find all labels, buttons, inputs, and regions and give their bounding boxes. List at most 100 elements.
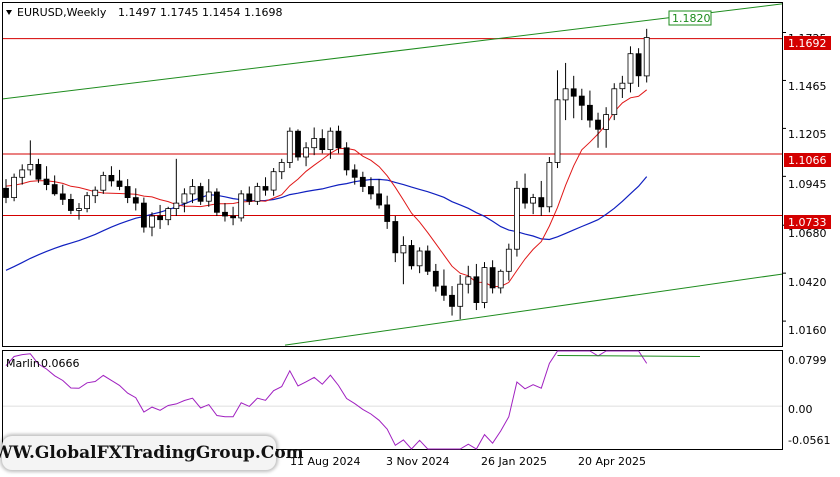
candle-body-bear — [367, 186, 374, 195]
indicator-tick: 0.00 — [788, 403, 813, 416]
level-tag-text: 1.1820 — [672, 12, 711, 25]
candle — [116, 169, 123, 191]
candle-body-bear — [124, 186, 131, 199]
candle-body-bull — [92, 189, 99, 197]
candle — [611, 83, 618, 121]
candle-body-bull — [181, 193, 188, 204]
candle — [295, 129, 301, 161]
marlin-line — [5, 350, 648, 450]
price-axis: 1.1725 1.1465 1.1205 1.0945 1.0680 1.042… — [788, 32, 827, 337]
candle-body-bear — [376, 193, 383, 206]
candle — [489, 260, 496, 294]
candle — [181, 188, 188, 213]
candle-body-bear — [319, 138, 326, 151]
candle — [19, 164, 26, 185]
candle — [132, 188, 139, 211]
candle-body-bull — [19, 169, 26, 178]
candle — [165, 206, 172, 226]
candle — [124, 179, 131, 204]
candle — [286, 127, 293, 169]
candle — [27, 140, 34, 176]
candle — [400, 236, 407, 285]
indicator-axis: 0.0799 0.00 -0.0561 — [788, 354, 830, 447]
candle-body-bull — [546, 162, 553, 208]
candle — [43, 166, 50, 191]
candle-body-bull — [562, 88, 569, 101]
indicator-tick: 0.0799 — [788, 354, 827, 367]
candle — [440, 269, 447, 301]
ma-slow-line — [5, 176, 648, 271]
level-tag-text: 1.1692 — [788, 37, 827, 50]
candle-body-bear — [489, 267, 496, 289]
candle — [108, 166, 115, 187]
candle-body-bear — [392, 221, 399, 254]
price-tick: 1.0420 — [788, 276, 827, 289]
candle-body-bull — [643, 37, 650, 77]
candle — [3, 179, 9, 204]
candle — [254, 182, 261, 205]
candle — [457, 275, 464, 320]
candle-body-bull — [603, 114, 609, 130]
candle-body-bull — [619, 82, 626, 90]
candle-body-bull — [457, 283, 464, 307]
candle — [140, 197, 147, 233]
indicator-tick: -0.0561 — [788, 434, 830, 447]
candle — [587, 90, 593, 128]
candle — [635, 48, 642, 87]
price-tick: 1.0680 — [788, 227, 827, 240]
candle-body-bull — [76, 208, 82, 211]
candle-body-bear — [384, 204, 391, 222]
candle — [76, 203, 82, 220]
candle-body-bear — [3, 187, 9, 198]
candle — [505, 243, 512, 281]
level-tag-support: 1.0733 — [784, 215, 831, 229]
candle-body-bull — [278, 162, 285, 173]
candle-body-bear — [432, 270, 439, 287]
indicator-pane-frame — [2, 350, 783, 450]
candle — [278, 158, 285, 180]
watermark-badge: WWW.GlobalFXTradingGroup.Com — [0, 436, 304, 470]
candle — [173, 158, 180, 216]
candle-body-bear — [538, 197, 545, 208]
candle — [270, 168, 277, 196]
candle — [578, 88, 585, 121]
candle — [213, 188, 220, 216]
price-tick: 1.0945 — [788, 178, 827, 191]
candle-body-bear — [35, 163, 42, 180]
candle — [424, 245, 431, 276]
ohlc-readout: 1.1497 1.1745 1.1454 1.1698 — [118, 6, 282, 19]
candle — [59, 184, 66, 205]
price-tick: 1.1465 — [788, 80, 827, 93]
candle — [230, 206, 237, 226]
candle — [603, 107, 609, 148]
level-tag-current: 1.1692 — [784, 36, 831, 50]
candle-body-bear — [43, 178, 50, 186]
candle — [416, 247, 423, 274]
candle-body-bear — [140, 202, 147, 228]
candle — [562, 62, 569, 121]
candle-body-bear — [116, 180, 123, 187]
candle-body-bear — [408, 245, 415, 267]
candle — [376, 179, 383, 209]
candle — [189, 179, 196, 204]
candle — [497, 269, 504, 294]
candle — [100, 171, 107, 194]
candle-body-bull — [611, 88, 618, 116]
candle — [522, 173, 528, 209]
candle-body-bull — [165, 208, 172, 221]
candle — [465, 265, 472, 294]
indicator-name: Marlin — [6, 357, 40, 370]
candle-body-bull — [270, 171, 277, 191]
candle — [157, 204, 164, 229]
candle-body-bear — [68, 198, 74, 211]
candle-body-bull — [173, 202, 180, 210]
candle-body-bull — [205, 191, 212, 202]
candle-body-bull — [286, 130, 293, 163]
triangle-down-icon[interactable] — [6, 10, 12, 15]
candle — [514, 180, 520, 257]
candle-body-bear — [230, 215, 237, 219]
candle — [546, 156, 553, 213]
candle-body-bear — [262, 186, 269, 191]
